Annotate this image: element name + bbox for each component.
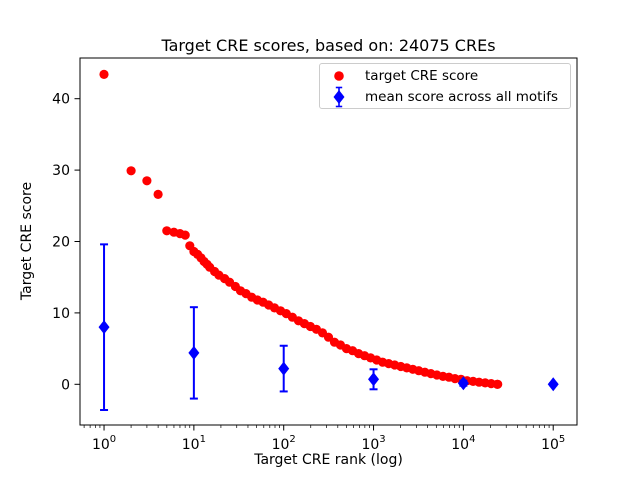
x-axis-ticks: 100 101 102 103 104 105	[92, 425, 565, 453]
axes-border	[79, 57, 578, 426]
y-axis-ticks: 0 10 20 30 40	[52, 92, 80, 393]
legend-marker-circle	[333, 71, 344, 81]
blue-series-mean-score	[98, 243, 559, 412]
legend-label: mean score across all motifs	[365, 88, 559, 105]
mean-diamond-point	[278, 361, 290, 376]
scatter-point	[493, 379, 503, 389]
scatter-point	[142, 176, 152, 186]
mean-diamond-point	[188, 345, 200, 360]
scatter-point	[153, 189, 163, 199]
x-tick-label: 101	[182, 434, 206, 453]
y-tick-label: 20	[52, 235, 70, 251]
x-axis-label: Target CRE rank (log)	[254, 452, 403, 468]
x-tick-label: 105	[541, 434, 565, 453]
x-tick-label: 100	[92, 434, 116, 453]
mean-diamond-point	[457, 376, 469, 391]
scatter-point	[180, 230, 190, 240]
mean-diamond-point	[547, 377, 559, 392]
chart-title: Target CRE scores, based on: 24075 CREs	[161, 36, 496, 55]
legend: target CRE score mean score across all m…	[319, 63, 571, 109]
y-tick-label: 0	[61, 377, 70, 393]
x-tick-label: 103	[361, 434, 385, 453]
mean-diamond-point	[98, 320, 110, 335]
scatter-point	[126, 166, 136, 176]
red-dot-icon	[320, 66, 357, 86]
mean-diamond-point	[368, 372, 380, 387]
x-tick-label: 102	[272, 434, 296, 453]
legend-entry-target-score: target CRE score	[320, 66, 570, 86]
y-tick-label: 40	[52, 92, 70, 108]
blue-diamond-errorbar-icon	[320, 86, 357, 108]
x-minor-ticks	[83, 425, 550, 428]
y-axis-label: Target CRE score	[19, 181, 35, 301]
legend-label: target CRE score	[365, 68, 479, 84]
x-tick-label: 104	[451, 434, 475, 453]
scatter-point	[162, 226, 172, 236]
y-tick-label: 30	[52, 163, 70, 179]
y-tick-label: 10	[52, 306, 70, 322]
scatter-point	[99, 69, 109, 79]
red-series-target-cre-score	[99, 69, 503, 389]
legend-marker-diamond	[333, 89, 344, 104]
legend-entry-mean-score: mean score across all motifs	[320, 86, 570, 107]
